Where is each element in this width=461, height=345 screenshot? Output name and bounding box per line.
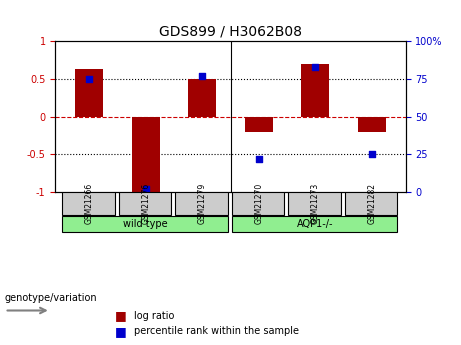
FancyBboxPatch shape [231,192,284,215]
Text: ■: ■ [115,325,127,338]
Bar [75,69,103,117]
Bar [301,64,330,117]
Point [368,151,375,157]
Bar [245,117,273,131]
FancyBboxPatch shape [62,216,228,233]
Text: GSM21279: GSM21279 [198,183,207,224]
Text: wild type: wild type [124,219,168,229]
FancyBboxPatch shape [118,192,171,215]
Title: GDS899 / H3062B08: GDS899 / H3062B08 [159,25,302,39]
Text: GSM21273: GSM21273 [311,183,320,224]
Text: GSM21270: GSM21270 [254,183,263,224]
Text: GSM21282: GSM21282 [367,183,376,224]
FancyBboxPatch shape [175,192,228,215]
Point [142,186,149,191]
Bar [131,117,160,192]
Text: GSM21276: GSM21276 [141,183,150,224]
Point [86,76,93,82]
Point [199,73,206,79]
Point [255,156,262,161]
Text: genotype/variation: genotype/variation [5,294,97,303]
Text: ■: ■ [115,309,127,322]
FancyBboxPatch shape [288,192,341,215]
Text: AQP1-/-: AQP1-/- [297,219,333,229]
Point [312,64,319,70]
Bar [358,117,386,131]
FancyBboxPatch shape [345,192,397,215]
FancyBboxPatch shape [231,216,397,233]
Text: percentile rank within the sample: percentile rank within the sample [134,326,299,336]
Text: GSM21266: GSM21266 [85,183,94,224]
Bar [188,79,216,117]
FancyBboxPatch shape [62,192,115,215]
Text: log ratio: log ratio [134,311,174,321]
